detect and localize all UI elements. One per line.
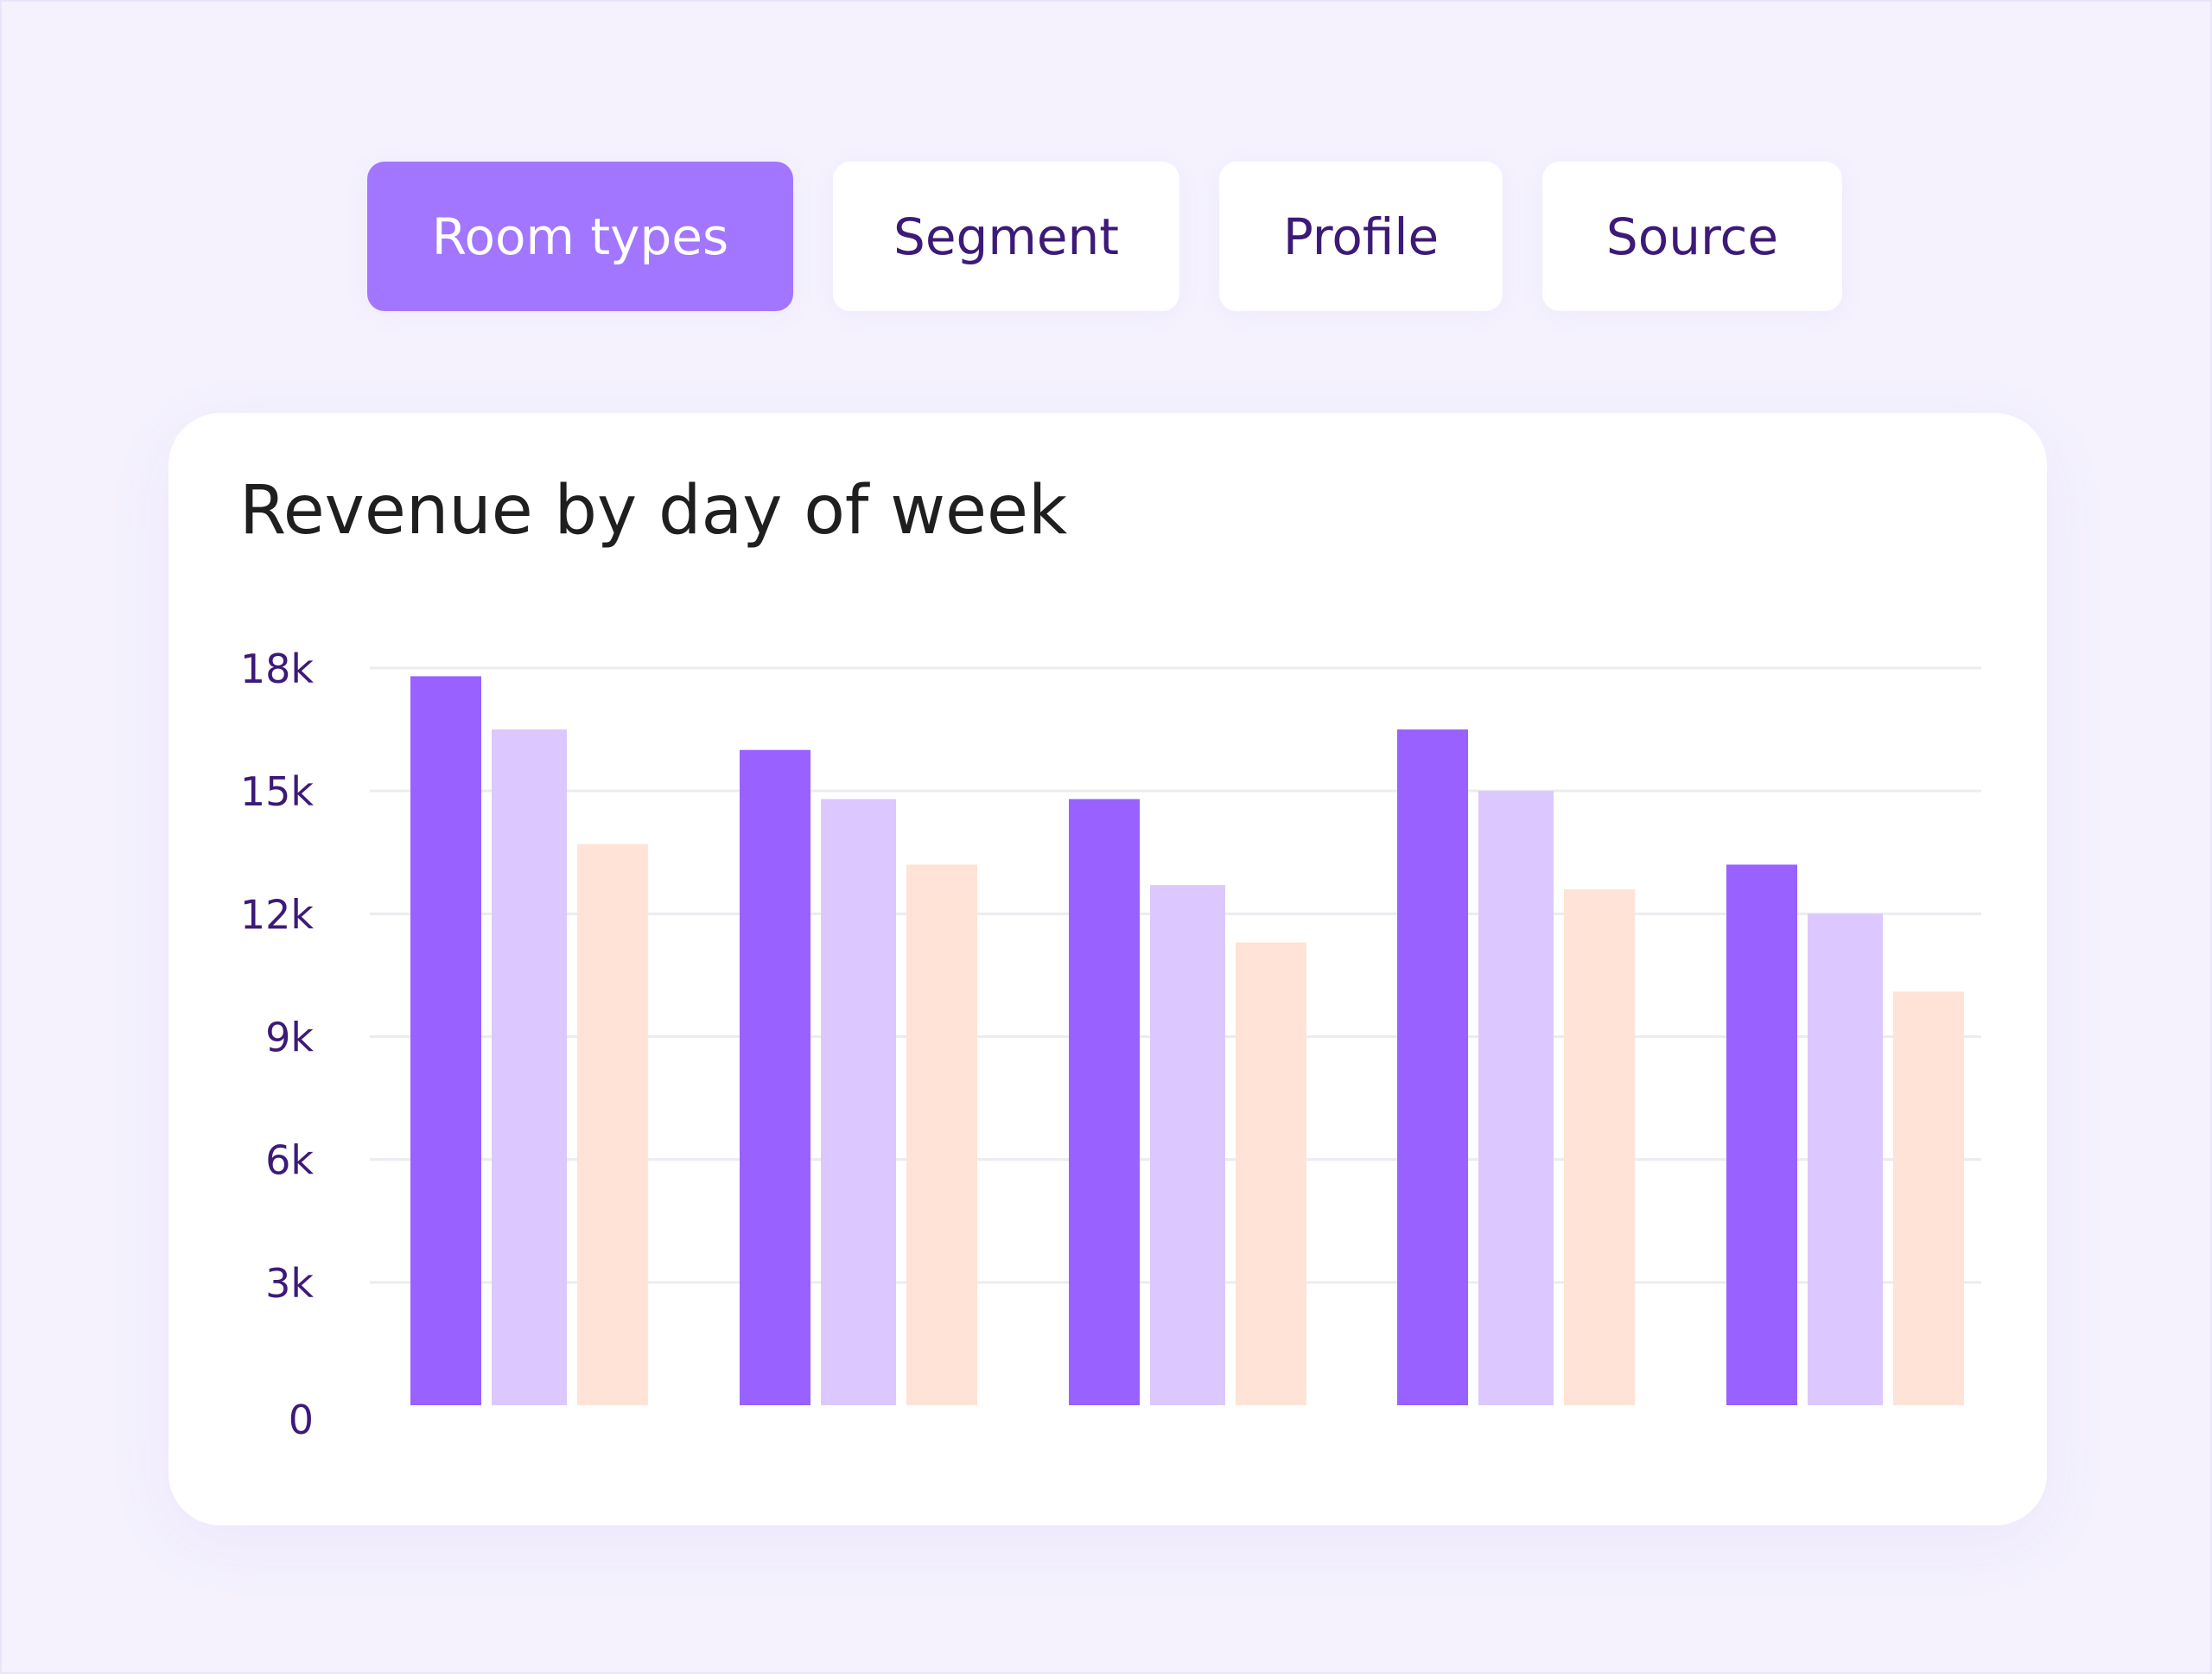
bar-series-1 xyxy=(740,749,810,1405)
bar-series-2 xyxy=(1478,791,1554,1405)
tab-profile[interactable]: Profile xyxy=(1219,162,1503,311)
bar-series-3 xyxy=(1236,942,1306,1405)
tab-room-types[interactable]: Room types xyxy=(367,162,793,311)
y-tick-label: 3k xyxy=(265,1260,314,1307)
bar-series-3 xyxy=(1564,888,1635,1405)
bar-series-2 xyxy=(821,799,896,1405)
chart-card: Revenue by day of week 0 3k 6k 9k 12k 15k 18k xyxy=(168,413,2047,1525)
bar-series-1 xyxy=(410,676,481,1405)
bar-series-2 xyxy=(1150,885,1225,1405)
bar-series-2 xyxy=(492,729,567,1405)
revenue-bar-chart: 0 3k 6k 9k 12k 15k 18k xyxy=(240,646,1981,1443)
chart-title: Revenue by day of week xyxy=(239,472,1068,550)
tab-source[interactable]: Source xyxy=(1542,162,1842,311)
y-tick-label: 6k xyxy=(265,1137,314,1184)
bar-series-3 xyxy=(906,864,977,1405)
y-tick-label: 15k xyxy=(240,768,315,815)
bar-series-1 xyxy=(1726,864,1797,1405)
bar-series-1 xyxy=(1069,799,1140,1405)
y-tick-label: 12k xyxy=(240,891,315,938)
tab-segment[interactable]: Segment xyxy=(833,162,1179,311)
y-tick-label: 18k xyxy=(240,646,315,692)
bar-series-3 xyxy=(577,843,648,1405)
bar-series-1 xyxy=(1397,729,1468,1405)
bar-series-3 xyxy=(1893,991,1964,1405)
bar-series-2 xyxy=(1808,913,1883,1405)
y-tick-label: 9k xyxy=(265,1015,314,1061)
tab-bar: Room types Segment Profile Source xyxy=(0,0,2212,346)
y-tick-label: 0 xyxy=(289,1397,314,1443)
